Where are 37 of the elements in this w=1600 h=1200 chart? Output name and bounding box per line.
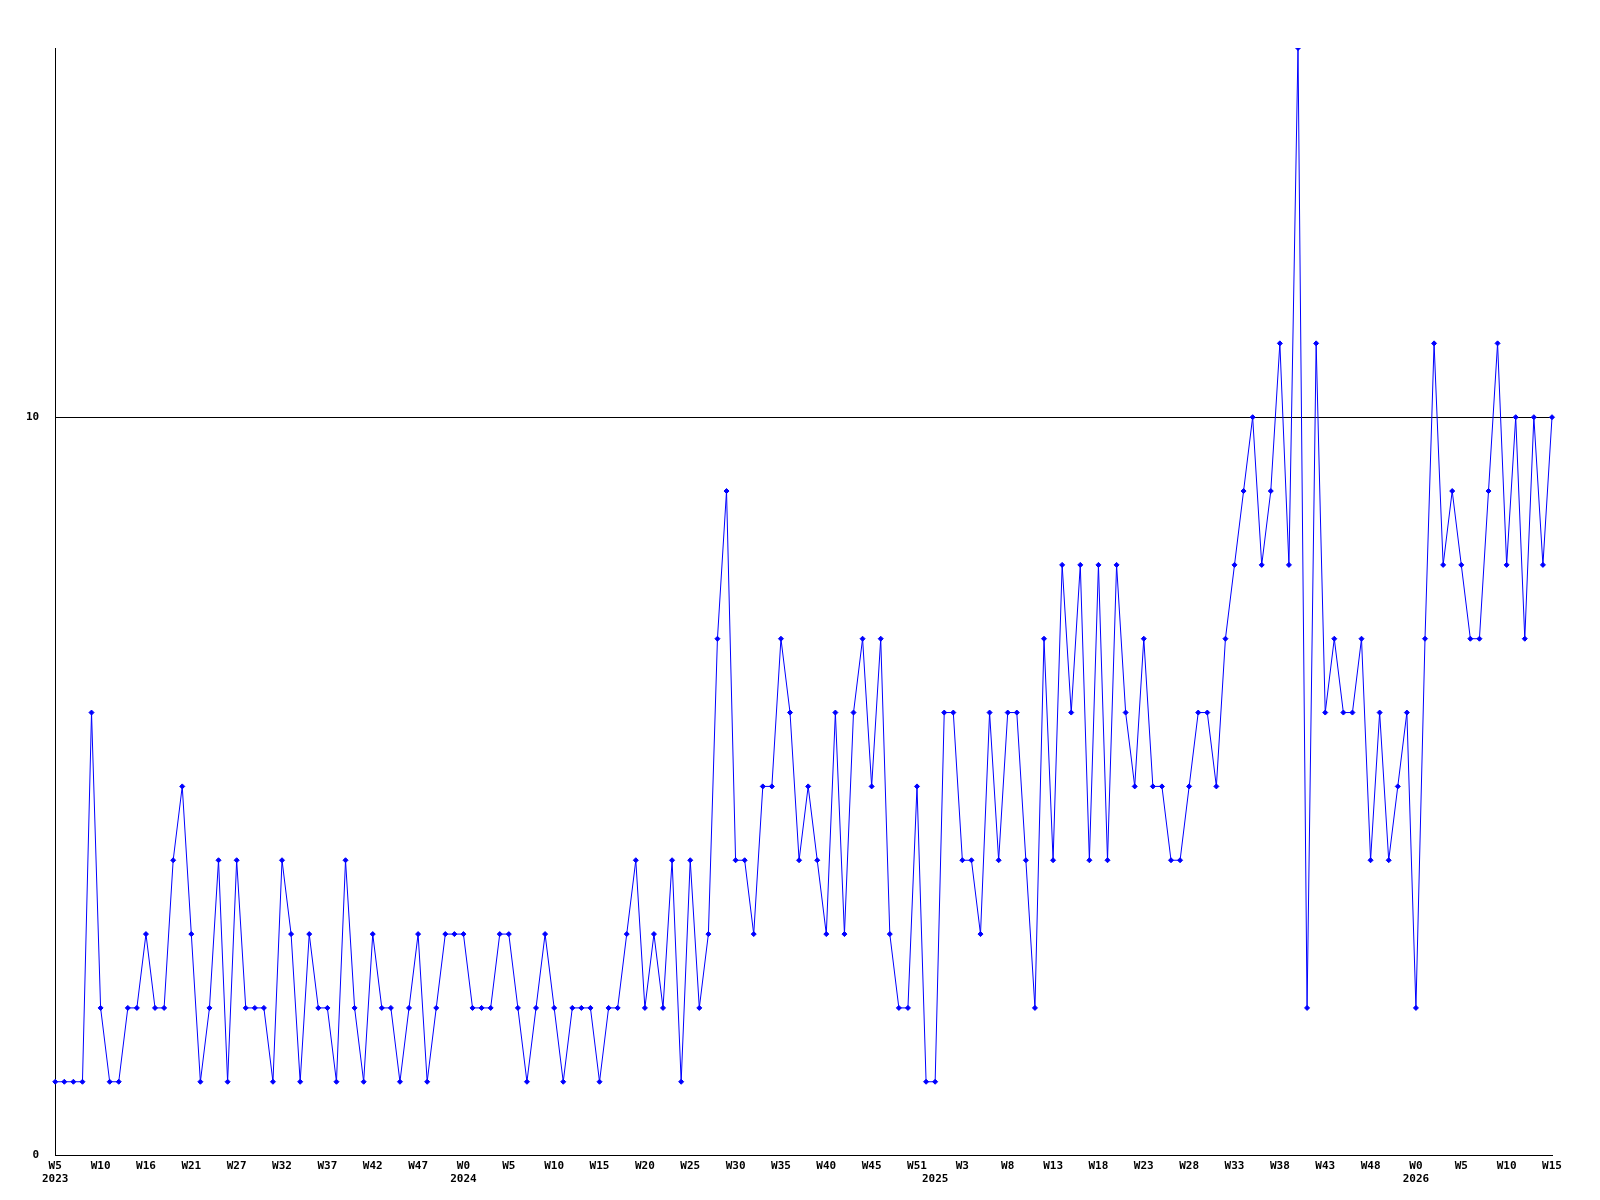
x-tick-label: W10 xyxy=(1496,1159,1517,1173)
x-tick-label: W51 xyxy=(907,1159,928,1173)
y-tick-label: 10 xyxy=(26,410,40,424)
x-tick-label: W33 xyxy=(1224,1159,1245,1173)
x-tick-label: W0 2026 xyxy=(1402,1159,1430,1186)
x-tick-label: W35 xyxy=(771,1159,791,1173)
x-tick-label: W45 xyxy=(861,1159,882,1173)
x-tick-label: W18 xyxy=(1088,1159,1109,1173)
x-tick-label: W16 xyxy=(136,1159,157,1173)
x-tick-label: W37 xyxy=(317,1159,338,1173)
x-tick-label: W5 2023 xyxy=(42,1159,69,1186)
x-tick-label: W38 xyxy=(1269,1159,1290,1173)
x-tick-label: W10 xyxy=(90,1159,111,1173)
x-tick-label: W25 xyxy=(680,1159,701,1173)
x-tick-label: W47 xyxy=(408,1159,429,1173)
x-tick-label: 2025 xyxy=(921,1172,949,1186)
x-tick-label: W15 xyxy=(1542,1159,1562,1173)
x-tick-label: W43 xyxy=(1315,1159,1336,1173)
x-tick-label: W3 xyxy=(955,1159,969,1173)
x-tick-label: W30 xyxy=(725,1159,746,1173)
x-tick-label: W8 xyxy=(1001,1159,1015,1173)
x-tick-label: W5 xyxy=(1454,1159,1468,1173)
x-tick-label: W23 xyxy=(1133,1159,1154,1173)
x-tick-label: W28 xyxy=(1179,1159,1200,1173)
x-tick-label: W15 xyxy=(589,1159,610,1173)
x-tick-label: W32 xyxy=(272,1159,292,1173)
x-tick-label: W21 xyxy=(181,1159,202,1173)
y-tick-label: 0 xyxy=(32,1148,40,1162)
x-tick-label: W10 xyxy=(544,1159,565,1173)
x-tick-label: W27 xyxy=(226,1159,247,1173)
x-tick-label: W5 xyxy=(502,1159,516,1173)
x-tick-label: W13 xyxy=(1043,1159,1064,1173)
x-tick-label: W0 2024 xyxy=(450,1159,478,1186)
x-tick-label: W20 xyxy=(634,1159,655,1173)
x-tick-label: W42 xyxy=(362,1159,383,1173)
x-tick-label: W48 xyxy=(1360,1159,1381,1173)
x-tick-label: W40 xyxy=(816,1159,837,1173)
